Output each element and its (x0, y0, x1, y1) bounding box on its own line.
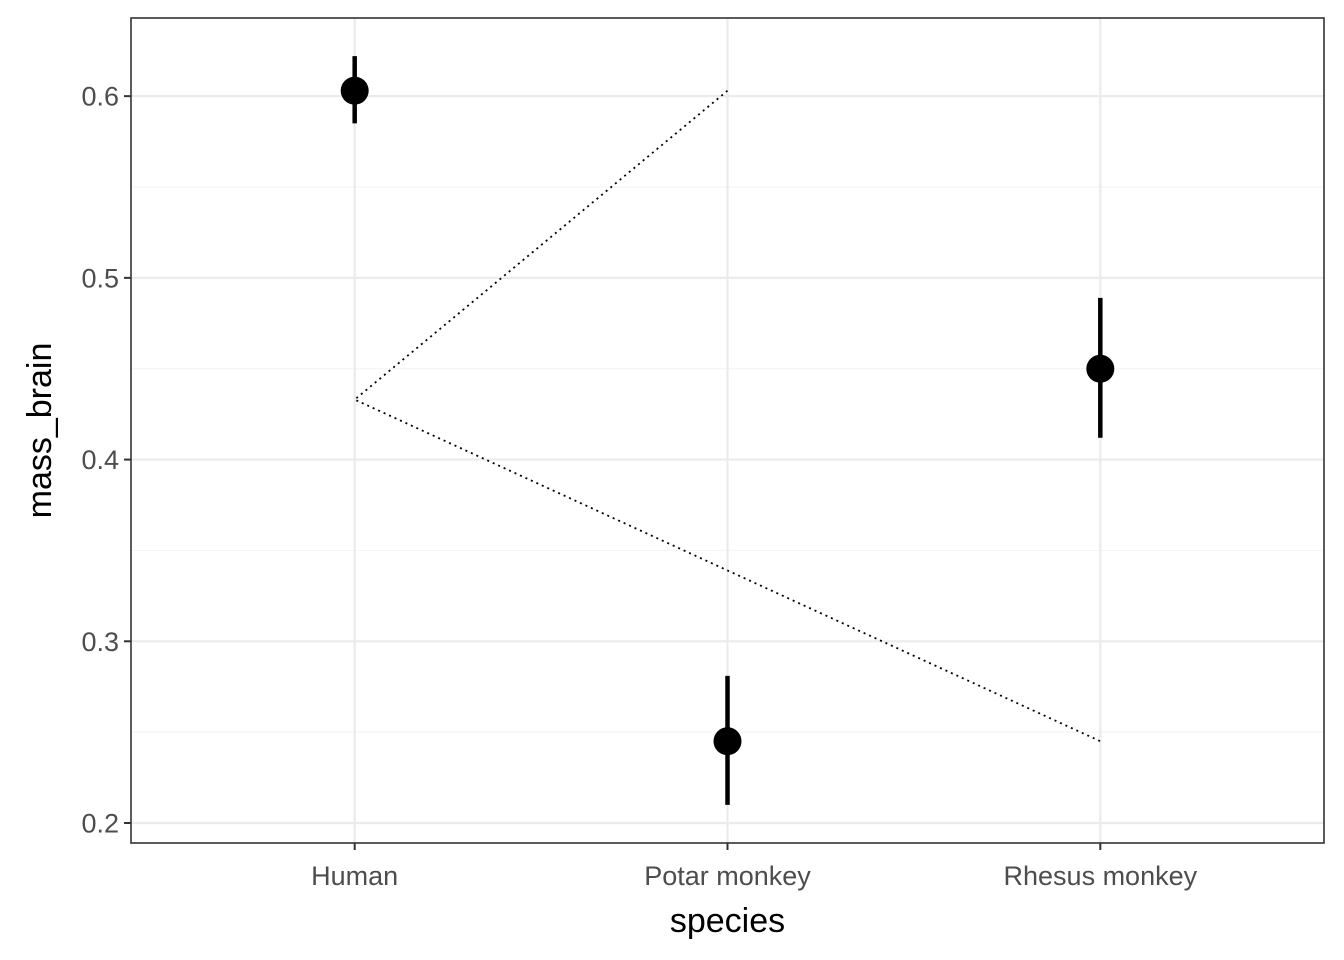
x-tick-label: Human (311, 861, 398, 891)
data-point (340, 76, 369, 105)
point-range-layer (340, 56, 1115, 805)
grid-lines (131, 18, 1324, 843)
y-tick-label: 0.6 (81, 82, 119, 112)
x-axis-title: species (670, 902, 785, 940)
y-tick-label: 0.4 (81, 445, 119, 475)
y-axis-title: mass_brain (21, 343, 59, 519)
data-point (713, 727, 742, 756)
x-tick-label: Potar monkey (644, 861, 811, 891)
y-tick-label: 0.3 (81, 627, 119, 657)
x-tick-label: Rhesus monkey (1004, 861, 1198, 891)
y-tick-label: 0.2 (81, 809, 119, 839)
axes: 0.2 0.3 0.4 0.5 0.6 Human Potar monkey Rhesus m… (81, 82, 1197, 891)
data-point (1086, 354, 1115, 383)
y-tick-label: 0.5 (81, 263, 119, 293)
